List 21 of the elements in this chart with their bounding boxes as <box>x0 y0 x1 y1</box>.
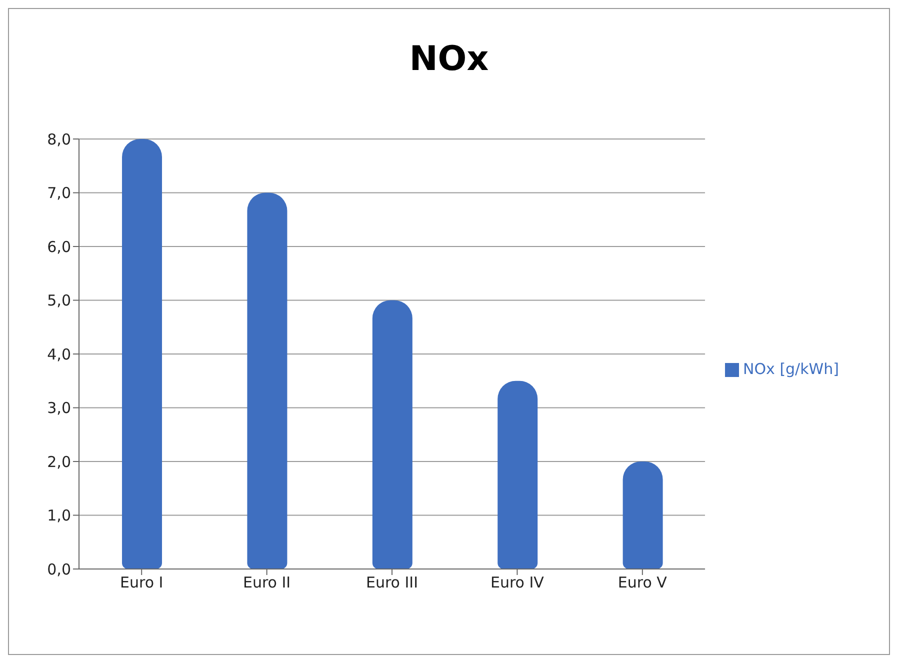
y-tick-label: 5,0 <box>47 292 71 310</box>
bar <box>247 192 288 569</box>
bar <box>622 462 663 569</box>
bar <box>372 300 412 569</box>
x-tick-label: Euro III <box>366 574 418 592</box>
bar <box>498 380 538 569</box>
chart-title: NOx <box>408 39 490 81</box>
bar <box>122 139 162 569</box>
y-tick-label: 3,0 <box>47 399 71 418</box>
y-tick-label: 4,0 <box>47 345 71 364</box>
x-tick-label: Euro II <box>242 574 291 592</box>
y-tick-label: 8,0 <box>47 130 71 148</box>
y-tick-label: 6,0 <box>47 238 71 256</box>
y-tick-label: 2,0 <box>47 452 71 471</box>
x-tick-label: Euro V <box>618 574 668 592</box>
y-tick-label: 1,0 <box>47 506 71 525</box>
x-tick-label: Euro I <box>120 574 164 592</box>
x-tick-label: Euro IV <box>490 574 545 592</box>
y-tick-label: 0,0 <box>47 560 71 578</box>
y-tick-label: 7,0 <box>47 184 71 202</box>
legend-label: NOx [g/kWh] <box>743 360 839 378</box>
